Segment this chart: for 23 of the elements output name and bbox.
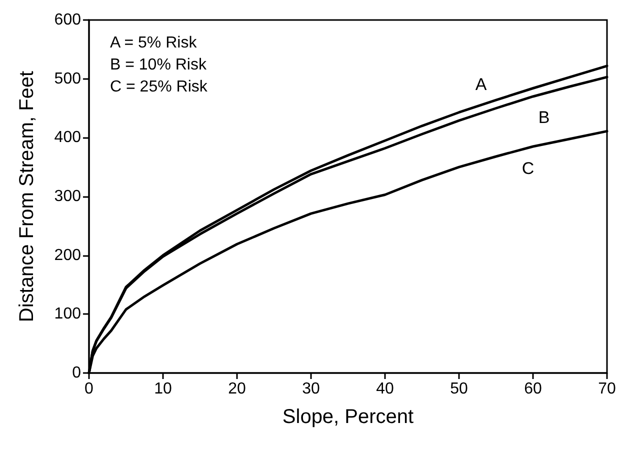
x-tick-label: 50 xyxy=(450,380,468,398)
x-tick-label: 70 xyxy=(598,380,616,398)
y-tick-label: 600 xyxy=(54,12,82,28)
x-tick-label: 0 xyxy=(84,380,94,398)
annotation: B = 10% Risk xyxy=(110,56,208,74)
x-tick-label: 20 xyxy=(228,380,246,398)
y-tick-label: 300 xyxy=(54,188,82,205)
y-axis-title: Distance From Stream, Feet xyxy=(16,70,38,322)
y-tick-label: 500 xyxy=(54,70,82,88)
x-tick-label: 30 xyxy=(302,380,320,398)
annotation: C = 25% Risk xyxy=(110,78,208,96)
y-tick-label: 200 xyxy=(54,246,82,264)
x-tick-label: 40 xyxy=(376,380,394,398)
series-label: A xyxy=(475,74,488,94)
annotation: A = 5% Risk xyxy=(110,34,198,52)
x-tick-label: 60 xyxy=(524,380,542,398)
x-tick-label: 10 xyxy=(154,380,172,398)
y-tick-label: 100 xyxy=(54,306,82,323)
series-label: C xyxy=(522,158,534,178)
y-tick-label: 400 xyxy=(54,129,82,146)
y-tick-label: 0 xyxy=(72,364,82,382)
x-axis-title: Slope, Percent xyxy=(282,406,414,428)
series-label: B xyxy=(538,108,550,127)
